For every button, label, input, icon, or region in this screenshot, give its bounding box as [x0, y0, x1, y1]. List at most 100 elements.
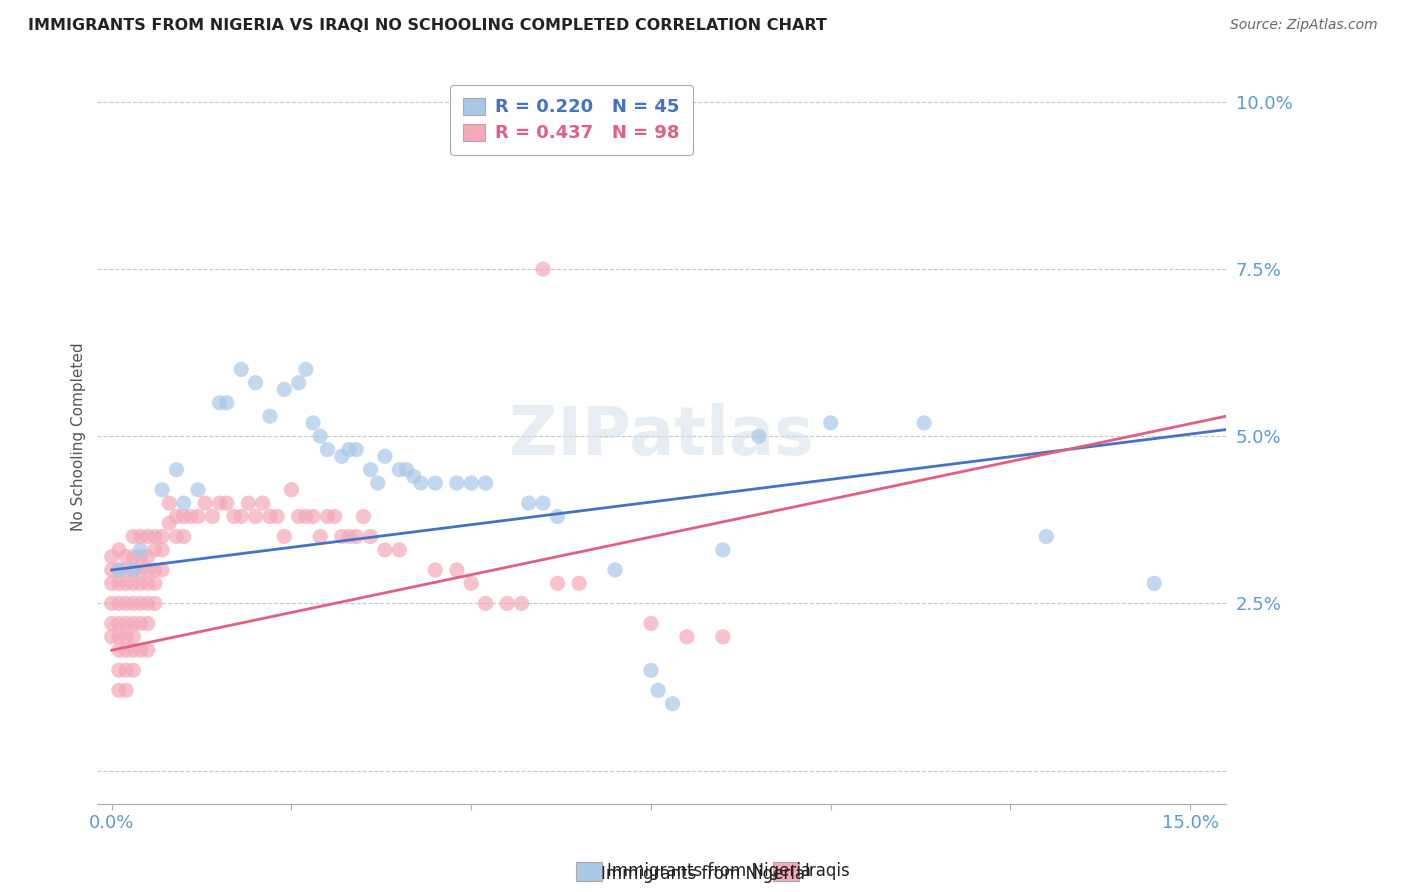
Point — [157, 496, 180, 510]
Point — [143, 596, 166, 610]
Point — [568, 576, 591, 591]
Point — [157, 516, 180, 531]
Point — [531, 496, 554, 510]
Point — [129, 549, 152, 564]
Point — [108, 616, 131, 631]
Point — [136, 576, 159, 591]
Point — [352, 509, 374, 524]
Point — [295, 362, 318, 376]
Point — [367, 476, 389, 491]
Point — [100, 576, 122, 591]
Point — [323, 509, 346, 524]
Point — [165, 463, 187, 477]
Point — [129, 596, 152, 610]
Point — [122, 549, 145, 564]
Point — [115, 563, 138, 577]
Point — [115, 616, 138, 631]
Point — [711, 542, 734, 557]
Point — [208, 396, 231, 410]
Point — [510, 596, 533, 610]
Point — [115, 683, 138, 698]
Point — [100, 563, 122, 577]
Point — [231, 509, 253, 524]
Point — [122, 616, 145, 631]
Point — [330, 530, 353, 544]
Point — [302, 509, 325, 524]
Point — [360, 463, 382, 477]
Point — [108, 563, 131, 577]
Point — [273, 530, 295, 544]
Point — [136, 530, 159, 544]
Point — [547, 576, 569, 591]
Point — [100, 549, 122, 564]
Point — [344, 530, 367, 544]
Point — [252, 496, 274, 510]
Point — [136, 596, 159, 610]
Point — [108, 542, 131, 557]
Point — [446, 476, 468, 491]
Point — [194, 496, 217, 510]
Point — [647, 683, 669, 698]
Point — [496, 596, 519, 610]
Text: IMMIGRANTS FROM NIGERIA VS IRAQI NO SCHOOLING COMPLETED CORRELATION CHART: IMMIGRANTS FROM NIGERIA VS IRAQI NO SCHO… — [28, 18, 827, 33]
Point — [115, 549, 138, 564]
Point — [259, 409, 281, 424]
Point — [122, 630, 145, 644]
Point — [820, 416, 842, 430]
Point — [165, 509, 187, 524]
Text: Iraqis: Iraqis — [804, 863, 851, 880]
Point — [122, 563, 145, 577]
Point — [266, 509, 288, 524]
Point — [122, 563, 145, 577]
Point — [108, 596, 131, 610]
Point — [388, 542, 411, 557]
Point — [1035, 530, 1057, 544]
Point — [215, 396, 238, 410]
Point — [711, 630, 734, 644]
Point — [460, 576, 482, 591]
Point — [280, 483, 302, 497]
Point — [316, 442, 339, 457]
Point — [129, 576, 152, 591]
Point — [187, 509, 209, 524]
Point — [143, 542, 166, 557]
Point — [474, 596, 496, 610]
Point — [374, 450, 396, 464]
Point — [136, 563, 159, 577]
Point — [173, 509, 195, 524]
Point — [215, 496, 238, 510]
Text: Immigrants from Nigeria: Immigrants from Nigeria — [607, 863, 811, 880]
Point — [129, 643, 152, 657]
Point — [287, 509, 309, 524]
Point — [150, 563, 173, 577]
Point — [108, 576, 131, 591]
Point — [748, 429, 770, 443]
Point — [136, 616, 159, 631]
Point — [100, 596, 122, 610]
Point — [231, 362, 253, 376]
Point — [402, 469, 425, 483]
Point — [108, 630, 131, 644]
Point — [129, 616, 152, 631]
Point — [474, 476, 496, 491]
Point — [330, 450, 353, 464]
Point — [316, 509, 339, 524]
Text: Source: ZipAtlas.com: Source: ZipAtlas.com — [1230, 18, 1378, 32]
Point — [115, 643, 138, 657]
Point — [1143, 576, 1166, 591]
Point — [517, 496, 540, 510]
Point — [360, 530, 382, 544]
Point — [395, 463, 418, 477]
Point — [173, 496, 195, 510]
Point — [245, 509, 267, 524]
Point — [337, 530, 360, 544]
Point — [409, 476, 432, 491]
Point — [122, 530, 145, 544]
Point — [150, 483, 173, 497]
Point — [245, 376, 267, 390]
Point — [115, 630, 138, 644]
Point — [912, 416, 935, 430]
Point — [115, 596, 138, 610]
Point — [259, 509, 281, 524]
Point — [173, 530, 195, 544]
